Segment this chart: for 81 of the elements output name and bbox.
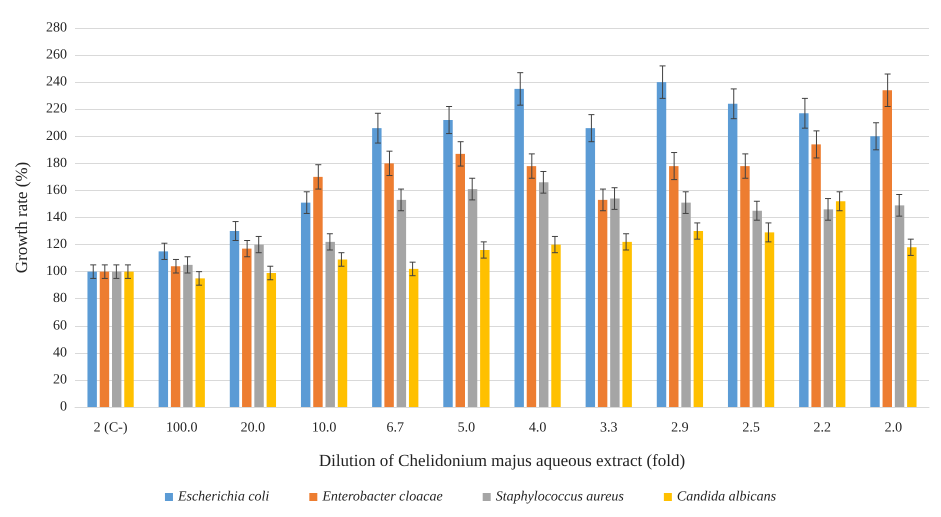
bar [372,128,382,407]
legend-label: Staphylococcus aureus [496,490,624,504]
bar [882,90,892,407]
y-tick-label: 160 [46,182,67,198]
legend-label: Enterobacter cloacae [321,490,443,504]
x-tick-label: 20.0 [240,420,266,436]
bar [610,198,620,407]
y-tick-label: 80 [53,291,67,306]
bar [313,176,323,407]
bar [694,231,704,407]
x-tick-label: 2.9 [671,420,689,436]
y-tick-label: 60 [53,318,67,334]
bar [681,202,691,407]
y-axis-title: Growth rate (%) [12,162,31,274]
x-tick-label: 3.3 [600,420,618,436]
y-tick-label: 120 [46,237,67,252]
bar [836,201,846,407]
x-axis-title: Dilution of Chelidonium majus aqueous extract (fold) [318,451,686,470]
bar [870,136,880,407]
bar [100,272,110,407]
y-tick-label: 280 [46,20,67,36]
bar [551,244,561,407]
x-tick-label: 10.0 [312,420,336,436]
bar [112,272,122,407]
bar [396,200,406,407]
y-tick-label: 140 [46,210,67,225]
bar [408,268,418,407]
x-tick-label: 5.0 [458,420,476,436]
x-tick-label: 100.0 [166,420,198,436]
y-tick-label: 20 [53,372,67,388]
bar [514,88,524,407]
bar [230,231,240,407]
y-tick-label: 220 [46,102,67,117]
bar [669,166,678,407]
bar [907,247,917,407]
bar [384,163,394,407]
legend-label: Candida albicans [676,490,777,504]
bar [894,205,904,407]
y-tick-label: 180 [46,156,67,171]
bar [195,278,205,407]
bar [811,144,821,407]
y-tick-label: 100 [46,264,67,280]
y-tick-label: 0 [60,400,67,414]
bar [443,120,453,407]
bar [764,232,774,407]
bar [87,272,97,407]
bar [622,242,632,407]
x-tick-label: 6.7 [386,420,404,436]
bar [300,202,310,407]
x-tick-label: 4.0 [528,420,546,436]
bar [170,266,180,407]
legend-label: Escherichia coli [176,490,270,504]
y-tick-label: 240 [46,74,67,90]
bar [586,128,596,407]
bar [266,272,276,407]
bar [728,104,738,407]
bar [598,200,608,407]
y-tick-label: 40 [53,345,67,360]
y-tick-label: 260 [46,48,67,63]
bar [526,166,536,407]
bar [799,113,809,407]
bar [158,251,168,407]
bar [326,242,335,407]
bar [740,166,750,407]
bar [480,250,490,407]
bar [124,272,134,407]
bar [824,209,834,407]
x-tick-label: 2.0 [884,420,902,436]
bar [254,244,264,407]
x-tick-label: 2 (C-) [94,420,128,436]
bar [456,154,465,407]
bar [468,189,478,407]
bar [183,264,193,407]
bar [656,82,666,407]
bar [539,182,548,407]
y-tick-label: 200 [46,128,67,144]
bar [752,210,762,407]
x-tick-label: 2.5 [742,420,760,436]
x-tick-label: 2.2 [814,420,831,436]
bar [338,259,348,407]
bar [242,248,252,407]
